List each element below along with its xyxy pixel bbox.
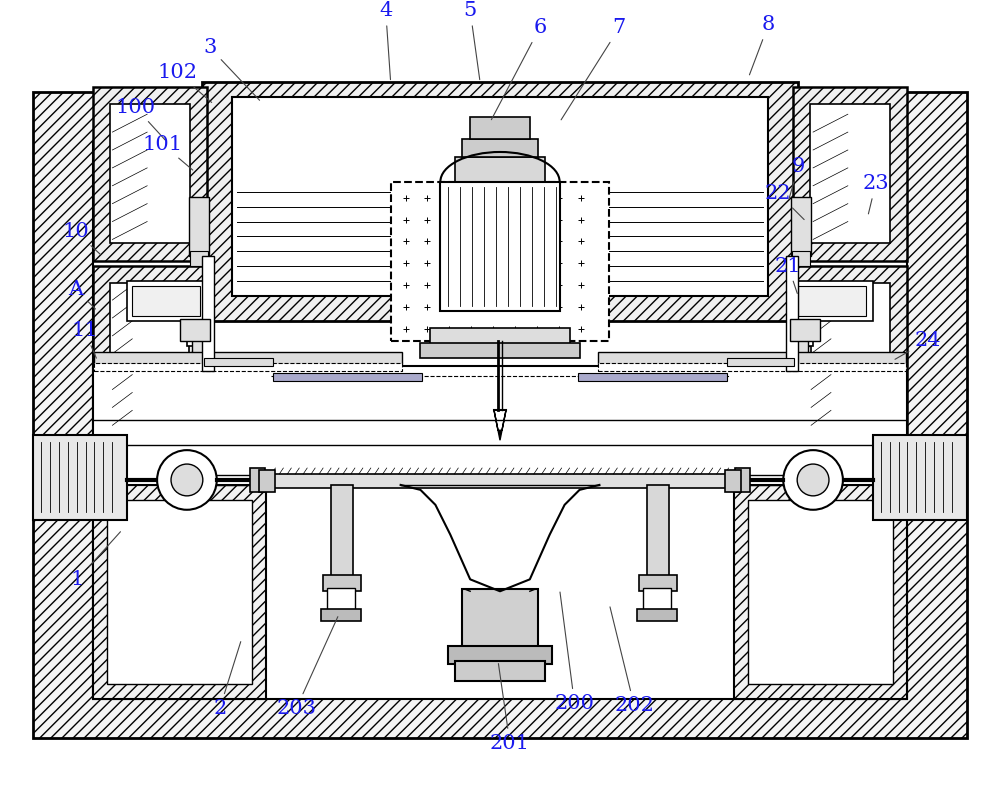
Circle shape — [171, 464, 203, 496]
Bar — [793, 267, 907, 450]
Bar — [110, 105, 190, 243]
Bar — [462, 139, 538, 157]
Bar — [811, 283, 890, 430]
Bar — [791, 196, 811, 256]
Text: 8: 8 — [749, 15, 775, 75]
Bar — [810, 105, 890, 243]
Bar — [798, 286, 866, 316]
Bar — [33, 435, 127, 519]
Bar — [391, 182, 609, 341]
Bar — [727, 358, 794, 365]
Text: 22: 22 — [765, 184, 804, 219]
Text: 203: 203 — [276, 617, 338, 718]
Text: 23: 23 — [862, 174, 889, 214]
Bar — [647, 485, 669, 584]
Bar — [440, 182, 560, 311]
Bar — [250, 468, 265, 492]
Bar — [455, 157, 545, 187]
Bar — [639, 575, 677, 591]
Bar — [637, 609, 677, 621]
Bar — [327, 588, 355, 614]
Text: 9: 9 — [789, 157, 805, 199]
Bar — [786, 256, 798, 370]
Bar — [748, 500, 893, 684]
Text: 11: 11 — [71, 322, 98, 358]
Circle shape — [157, 450, 217, 510]
Bar — [448, 646, 552, 664]
Text: 102: 102 — [157, 63, 212, 102]
Bar — [232, 97, 768, 296]
Bar — [93, 485, 266, 698]
Text: 2: 2 — [213, 642, 241, 718]
Bar — [598, 352, 906, 364]
Bar — [202, 82, 798, 321]
Bar — [180, 319, 210, 341]
Bar — [455, 661, 545, 681]
Bar — [725, 470, 741, 492]
Bar — [873, 435, 967, 519]
Bar — [33, 93, 967, 738]
Bar — [420, 343, 580, 358]
Text: 6: 6 — [491, 18, 546, 120]
Text: 100: 100 — [115, 97, 165, 140]
Bar — [790, 319, 820, 341]
Bar — [331, 485, 353, 584]
Text: 7: 7 — [561, 18, 626, 120]
Text: A: A — [68, 279, 96, 309]
Bar — [735, 468, 750, 492]
Bar — [202, 256, 214, 370]
Bar — [94, 362, 402, 370]
Circle shape — [797, 464, 829, 496]
Text: 201: 201 — [490, 664, 530, 753]
Text: 202: 202 — [610, 607, 654, 715]
Text: 21: 21 — [775, 257, 802, 294]
Bar — [110, 283, 189, 430]
Text: 101: 101 — [142, 135, 193, 170]
Text: 5: 5 — [464, 2, 480, 80]
Bar — [794, 301, 808, 361]
Bar — [793, 87, 907, 261]
Bar — [470, 117, 530, 139]
Bar — [265, 474, 735, 488]
Bar — [273, 373, 422, 381]
Text: 4: 4 — [379, 2, 392, 80]
Bar — [734, 485, 907, 698]
Bar — [93, 365, 907, 485]
Bar — [93, 87, 207, 261]
Bar — [94, 352, 402, 364]
Text: 24: 24 — [895, 331, 941, 359]
Bar — [132, 286, 200, 316]
Text: 3: 3 — [203, 38, 260, 101]
Bar — [793, 281, 873, 321]
Text: 200: 200 — [555, 592, 595, 713]
Bar — [321, 609, 361, 621]
Bar — [107, 500, 252, 684]
Bar — [192, 301, 206, 361]
Polygon shape — [494, 410, 506, 440]
Text: 1: 1 — [71, 531, 120, 589]
Bar — [430, 328, 570, 346]
Bar — [578, 373, 727, 381]
Bar — [204, 358, 273, 365]
Bar — [93, 142, 907, 698]
Text: 10: 10 — [62, 222, 100, 255]
Bar — [187, 301, 207, 346]
Circle shape — [783, 450, 843, 510]
Bar — [259, 470, 275, 492]
Bar — [793, 301, 813, 346]
Bar — [93, 267, 207, 450]
Bar — [127, 281, 207, 321]
Bar — [598, 362, 906, 370]
Bar — [792, 251, 810, 267]
Bar — [190, 251, 208, 267]
Bar — [323, 575, 361, 591]
Bar — [462, 589, 538, 649]
Bar — [643, 588, 671, 614]
Bar — [189, 196, 209, 256]
